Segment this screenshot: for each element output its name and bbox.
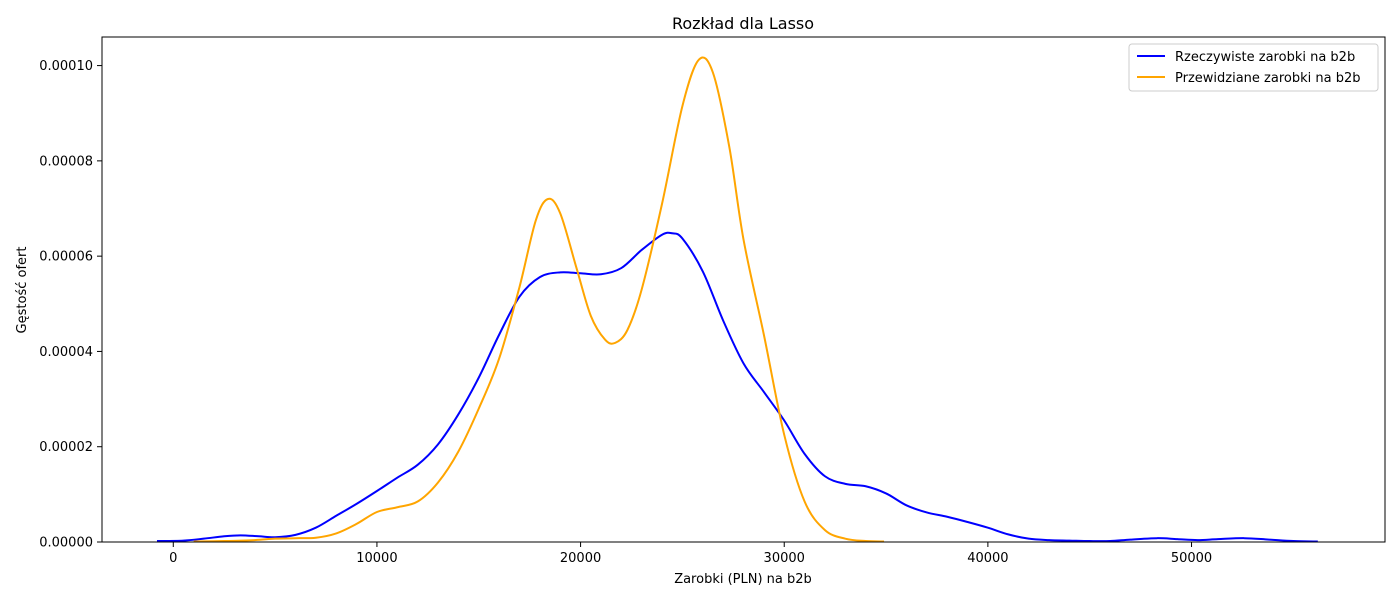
series-line-actual [156, 231, 1318, 542]
y-tick-label: 0.00006 [39, 250, 93, 265]
x-tick-label: 10000 [356, 551, 397, 566]
legend-box [1128, 43, 1379, 92]
y-tick-label: 0.00010 [39, 59, 93, 74]
series-lines [156, 56, 1318, 542]
legend: Rzeczywiste zarobki na b2b Przewidziane … [1128, 43, 1379, 92]
legend-label-predicted: Przewidziane zarobki na b2b [1175, 71, 1361, 86]
y-tick-label: 0.00002 [39, 440, 93, 455]
y-tick-label: 0.00004 [39, 345, 93, 360]
series-line-predicted [193, 56, 885, 542]
x-tick-label: 20000 [560, 551, 601, 566]
y-tick-label: 0.00008 [39, 154, 93, 169]
plot-frame [101, 36, 1386, 543]
y-axis: 0.00000 0.00002 0.00004 0.00006 0.00008 0.000… [39, 59, 102, 551]
y-axis-label: Gęstość ofert [15, 247, 30, 334]
x-tick-label: 40000 [967, 551, 1008, 566]
x-axis: 0 10000 20000 30000 40000 50000 [169, 542, 1212, 566]
x-tick-label: 30000 [764, 551, 805, 566]
x-tick-label: 0 [169, 551, 177, 566]
x-tick-label: 50000 [1171, 551, 1212, 566]
y-tick-label: 0.00000 [39, 536, 93, 551]
legend-label-actual: Rzeczywiste zarobki na b2b [1175, 50, 1355, 65]
chart-title: Rozkład dla Lasso [672, 14, 814, 33]
x-axis-label: Zarobki (PLN) na b2b [674, 572, 812, 587]
